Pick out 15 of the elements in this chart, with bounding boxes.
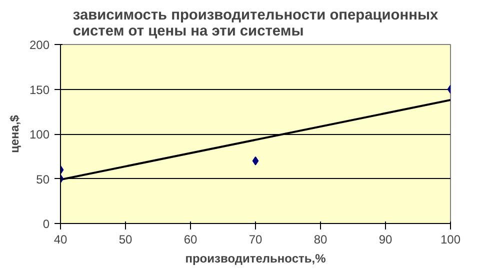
x-tick-label: 70 [248,232,262,246]
x-tick-label: 100 [440,232,461,246]
x-tick-label: 50 [118,232,132,246]
x-tick-label: 80 [314,232,328,246]
x-axis-title: производительность,% [185,252,326,266]
chart-title: зависимость производительности операционных систем от цены на эти системы [72,8,439,40]
y-tick-label: 200 [29,38,50,52]
x-tick-label: 40 [54,232,68,246]
x-tick-label: 90 [378,232,392,246]
y-tick-label: 150 [29,82,50,97]
y-tick-label: 0 [42,217,50,231]
y-axis-title: цена,$ [7,114,22,153]
x-tick-label: 60 [184,232,198,246]
y-tick-label: 50 [36,172,50,186]
y-tick-label: 100 [29,128,50,142]
